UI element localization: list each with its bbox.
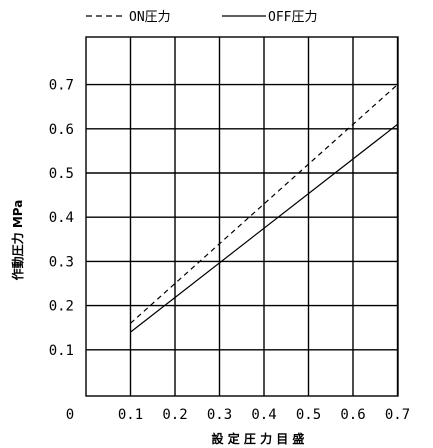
y-tick-label: 0.6 <box>49 122 74 138</box>
x-tick-label: 0.3 <box>207 407 232 423</box>
x-tick-label: 0.4 <box>251 407 276 423</box>
x-tick-label: 0.7 <box>385 407 410 423</box>
y-tick-label: 0.1 <box>49 343 74 359</box>
x-tick-label: 0.6 <box>340 407 365 423</box>
x-tick-label: 0.1 <box>118 407 143 423</box>
y-tick-label: 0.4 <box>49 210 74 226</box>
tick-labels: 0.1 0.2 0.3 0.4 0.5 0.6 0.7 0.1 0.2 0.3 0.4 0.5 0.6 0… <box>49 78 410 423</box>
legend: ON圧力 OFF圧力 <box>86 10 317 25</box>
origin-label: 0 <box>66 407 74 423</box>
y-tick-label: 0.2 <box>49 299 74 315</box>
x-tick-label: 0.5 <box>296 407 321 423</box>
series-line-on-pressure <box>130 84 398 324</box>
series-lines <box>130 84 398 333</box>
x-axis-title: 設 定 圧 力 目 盛 <box>212 431 305 446</box>
series-line-off-pressure <box>130 123 398 333</box>
x-tick-label: 0.2 <box>162 407 187 423</box>
legend-label-off-pressure: OFF圧力 <box>268 10 317 25</box>
y-tick-label: 0.7 <box>49 78 74 94</box>
grid <box>85 36 399 397</box>
y-tick-label: 0.3 <box>49 254 74 270</box>
y-axis-title: 作動圧力 MPa <box>10 200 25 281</box>
y-tick-label: 0.5 <box>49 166 74 182</box>
legend-label-on-pressure: ON圧力 <box>129 10 171 25</box>
